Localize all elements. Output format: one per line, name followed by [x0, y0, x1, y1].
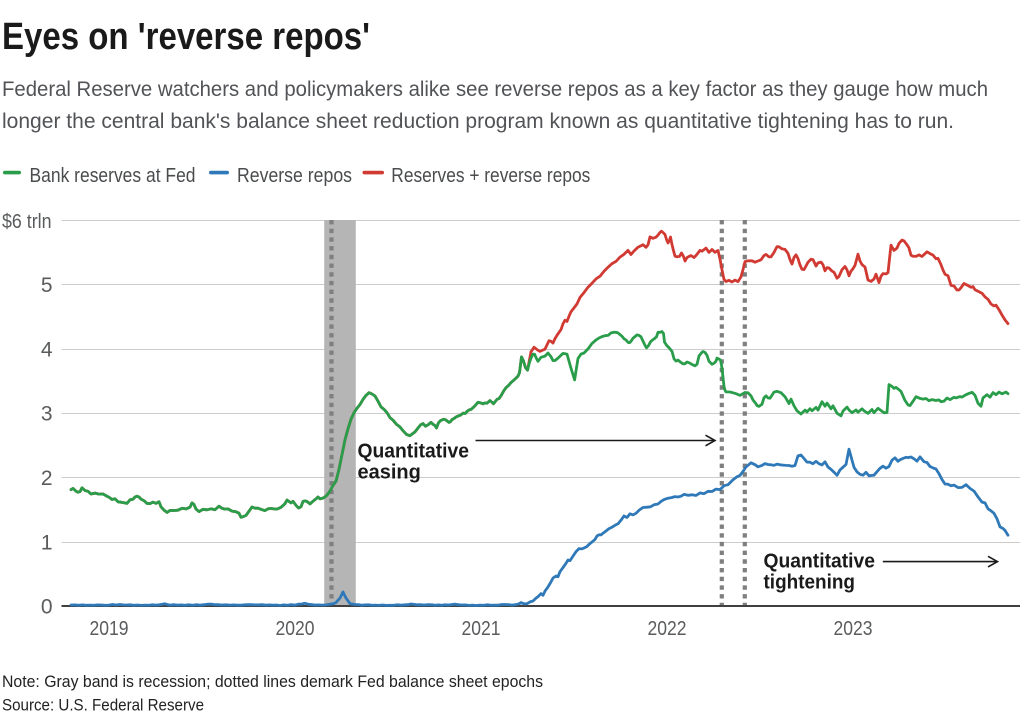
svg-text:Reverse repos: Reverse repos: [237, 165, 352, 187]
svg-text:easing: easing: [358, 462, 421, 484]
svg-text:Bank reserves at Fed: Bank reserves at Fed: [30, 165, 196, 187]
svg-text:2: 2: [41, 467, 53, 490]
svg-text:2020: 2020: [276, 618, 315, 640]
svg-text:$6 trln: $6 trln: [2, 211, 52, 233]
svg-text:tightening: tightening: [764, 572, 856, 594]
svg-text:3: 3: [41, 403, 53, 426]
svg-text:2021: 2021: [462, 618, 501, 640]
svg-text:Note: Gray band is recession;: Note: Gray band is recession; dotted lin…: [2, 672, 543, 691]
svg-text:longer the central bank's bala: longer the central bank's balance sheet …: [2, 109, 954, 133]
svg-text:Reserves + reverse repos: Reserves + reverse repos: [391, 165, 590, 187]
svg-text:0: 0: [41, 596, 53, 619]
svg-text:4: 4: [41, 338, 53, 361]
svg-text:Source: U.S. Federal Reserve: Source: U.S. Federal Reserve: [2, 696, 204, 715]
svg-text:2023: 2023: [834, 618, 873, 640]
svg-text:Quantitative: Quantitative: [358, 441, 470, 463]
svg-text:2019: 2019: [90, 618, 129, 640]
svg-text:Quantitative: Quantitative: [764, 551, 876, 573]
svg-text:2022: 2022: [648, 618, 687, 640]
svg-text:Federal Reserve watchers and p: Federal Reserve watchers and policymaker…: [2, 77, 988, 101]
svg-text:Eyes on 'reverse repos': Eyes on 'reverse repos': [2, 16, 370, 58]
svg-text:5: 5: [41, 274, 53, 297]
svg-text:1: 1: [41, 531, 53, 554]
